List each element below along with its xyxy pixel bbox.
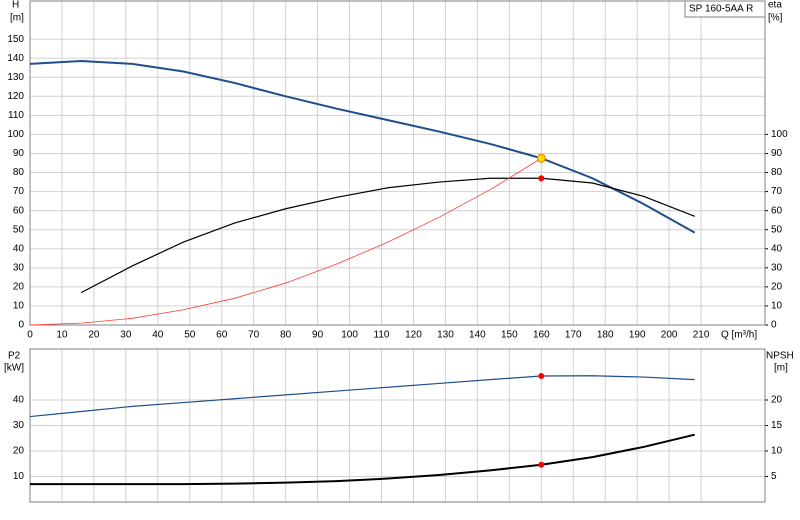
x-tick-label: 0 — [27, 330, 33, 341]
x-tick-label: 90 — [312, 330, 324, 341]
series-line — [29, 375, 695, 418]
x-axis-label: Q [m³/h] — [721, 330, 757, 341]
x-tick-label: 170 — [565, 330, 582, 341]
x-tick-label: 60 — [216, 330, 228, 341]
y2-tick-label: 60 — [771, 205, 783, 216]
series-line — [80, 177, 695, 294]
x-tick-label: 110 — [374, 330, 390, 341]
y-tick-label: 130 — [7, 72, 24, 83]
y-tick-label: 40 — [13, 243, 25, 254]
x-tick-label: 20 — [88, 330, 100, 341]
y2-tick-label: 20 — [771, 395, 783, 406]
x-tick-label: 80 — [280, 330, 292, 341]
series-line — [29, 157, 542, 326]
y2-tick-label: 10 — [771, 301, 783, 312]
x-tick-label: 30 — [120, 330, 132, 341]
x-tick-label: 210 — [693, 330, 710, 341]
y2-tick-label: 90 — [771, 148, 783, 159]
y-tick-label: 10 — [13, 471, 25, 482]
y2-tick-label: 40 — [771, 243, 783, 254]
plot-frame — [29, 348, 766, 503]
x-tick-label: 190 — [629, 330, 646, 341]
plot-frame — [29, 0, 766, 326]
series-line — [29, 60, 696, 234]
y2-axis-unit: [m] — [774, 363, 788, 374]
duty-point — [536, 153, 546, 163]
x-tick-label: 100 — [341, 330, 358, 341]
y2-tick-label: 5 — [771, 471, 777, 482]
y-tick-label: 20 — [13, 282, 25, 293]
y-tick-label: 150 — [7, 34, 24, 45]
title-box — [684, 0, 766, 18]
x-tick-label: 120 — [405, 330, 422, 341]
y-axis-unit: [kW] — [4, 363, 24, 374]
y-tick-label: 60 — [13, 205, 25, 216]
y2-tick-label: 50 — [771, 224, 783, 235]
y-tick-label: 50 — [13, 224, 25, 235]
y-tick-label: 20 — [13, 446, 25, 457]
y2-tick-label: 70 — [771, 186, 783, 197]
x-tick-label: 10 — [56, 330, 68, 341]
duty-point — [538, 461, 545, 468]
y2-tick-label: 15 — [771, 420, 783, 431]
y-tick-label: 120 — [7, 91, 24, 102]
y-tick-label: 30 — [13, 262, 25, 273]
y-tick-label: 140 — [7, 53, 24, 64]
y-tick-label: 100 — [7, 129, 24, 140]
y-tick-label: 110 — [8, 110, 24, 121]
y-tick-label: 40 — [13, 395, 25, 406]
x-tick-label: 70 — [248, 330, 260, 341]
x-tick-label: 130 — [437, 330, 454, 341]
x-tick-label: 150 — [501, 330, 518, 341]
y-tick-label: 90 — [13, 148, 25, 159]
y-tick-label: 80 — [13, 167, 25, 178]
y-tick-label: 0 — [18, 320, 24, 331]
y-tick-label: 30 — [13, 420, 25, 431]
x-tick-label: 200 — [661, 330, 678, 341]
y2-tick-label: 0 — [771, 320, 777, 331]
y-axis-label: H — [12, 0, 19, 11]
x-tick-label: 160 — [533, 330, 550, 341]
y2-axis-unit: [%] — [768, 13, 783, 24]
x-tick-label: 180 — [597, 330, 614, 341]
y-tick-label: 70 — [13, 186, 25, 197]
duty-point — [538, 373, 545, 380]
y-axis-label: P2 — [8, 351, 21, 362]
y2-tick-label: 100 — [771, 129, 788, 140]
chart-title: SP 160-5AA R — [689, 4, 753, 15]
series-line — [30, 433, 695, 486]
x-tick-label: 140 — [469, 330, 486, 341]
y2-tick-label: 30 — [771, 262, 783, 273]
y-tick-label: 10 — [13, 301, 25, 312]
x-tick-label: 40 — [152, 330, 164, 341]
y2-tick-label: 80 — [771, 167, 783, 178]
y2-tick-label: 10 — [771, 446, 783, 457]
y-axis-unit: [m] — [10, 13, 24, 24]
y2-axis-label: eta — [768, 0, 782, 11]
duty-point — [538, 175, 545, 182]
y2-axis-label: NPSH — [766, 351, 794, 362]
x-tick-label: 50 — [184, 330, 196, 341]
y2-tick-label: 20 — [771, 282, 783, 293]
